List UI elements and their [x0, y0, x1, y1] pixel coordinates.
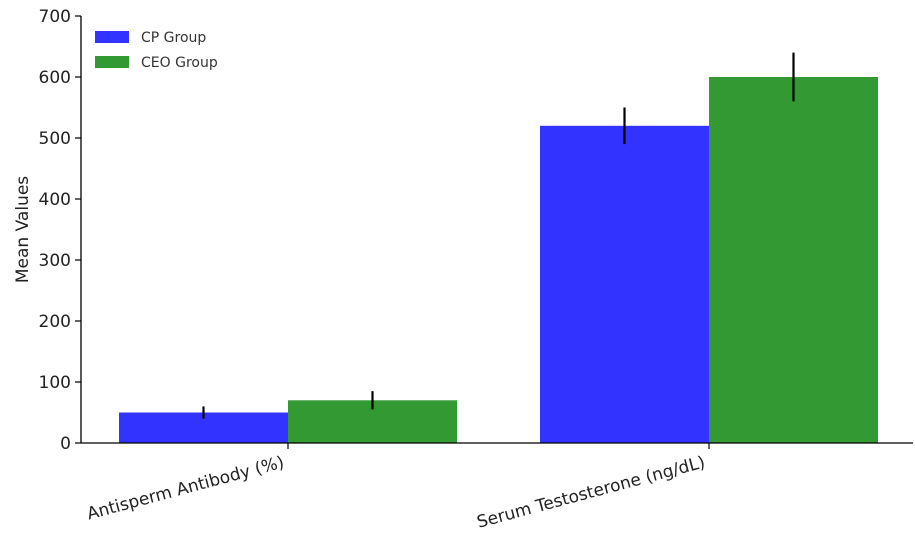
axes-layer [80, 16, 913, 444]
y-tick-label: 100 [39, 373, 71, 393]
y-ticks: 0 100 200 300 400 500 600 700 [39, 7, 81, 454]
x-category-labels: Antisperm Antibody (%) Serum Testosterone… [85, 443, 710, 533]
y-axis-title: Mean Values [13, 176, 33, 283]
y-tick-label: 400 [39, 190, 71, 210]
legend-swatch [95, 56, 129, 68]
y-tick-label: 200 [39, 312, 71, 332]
x-category-label: Serum Testosterone (ng/dL) [475, 453, 707, 533]
legend: CP Group CEO Group [95, 30, 218, 71]
y-tick-label: 700 [39, 7, 71, 27]
bars-layer [119, 77, 878, 444]
x-category-label: Antisperm Antibody (%) [85, 453, 286, 525]
bar-ceo-group-1 [709, 77, 878, 443]
y-tick-label: 300 [39, 251, 71, 271]
legend-label: CEO Group [141, 55, 218, 71]
bar-cp-group-1 [540, 125, 709, 444]
y-tick-label: 500 [39, 129, 71, 149]
legend-swatch [95, 31, 129, 43]
y-tick-label: 600 [39, 68, 71, 88]
error-bars-layer [202, 52, 795, 419]
legend-label: CP Group [141, 30, 206, 46]
y-tick-label: 0 [60, 434, 71, 454]
